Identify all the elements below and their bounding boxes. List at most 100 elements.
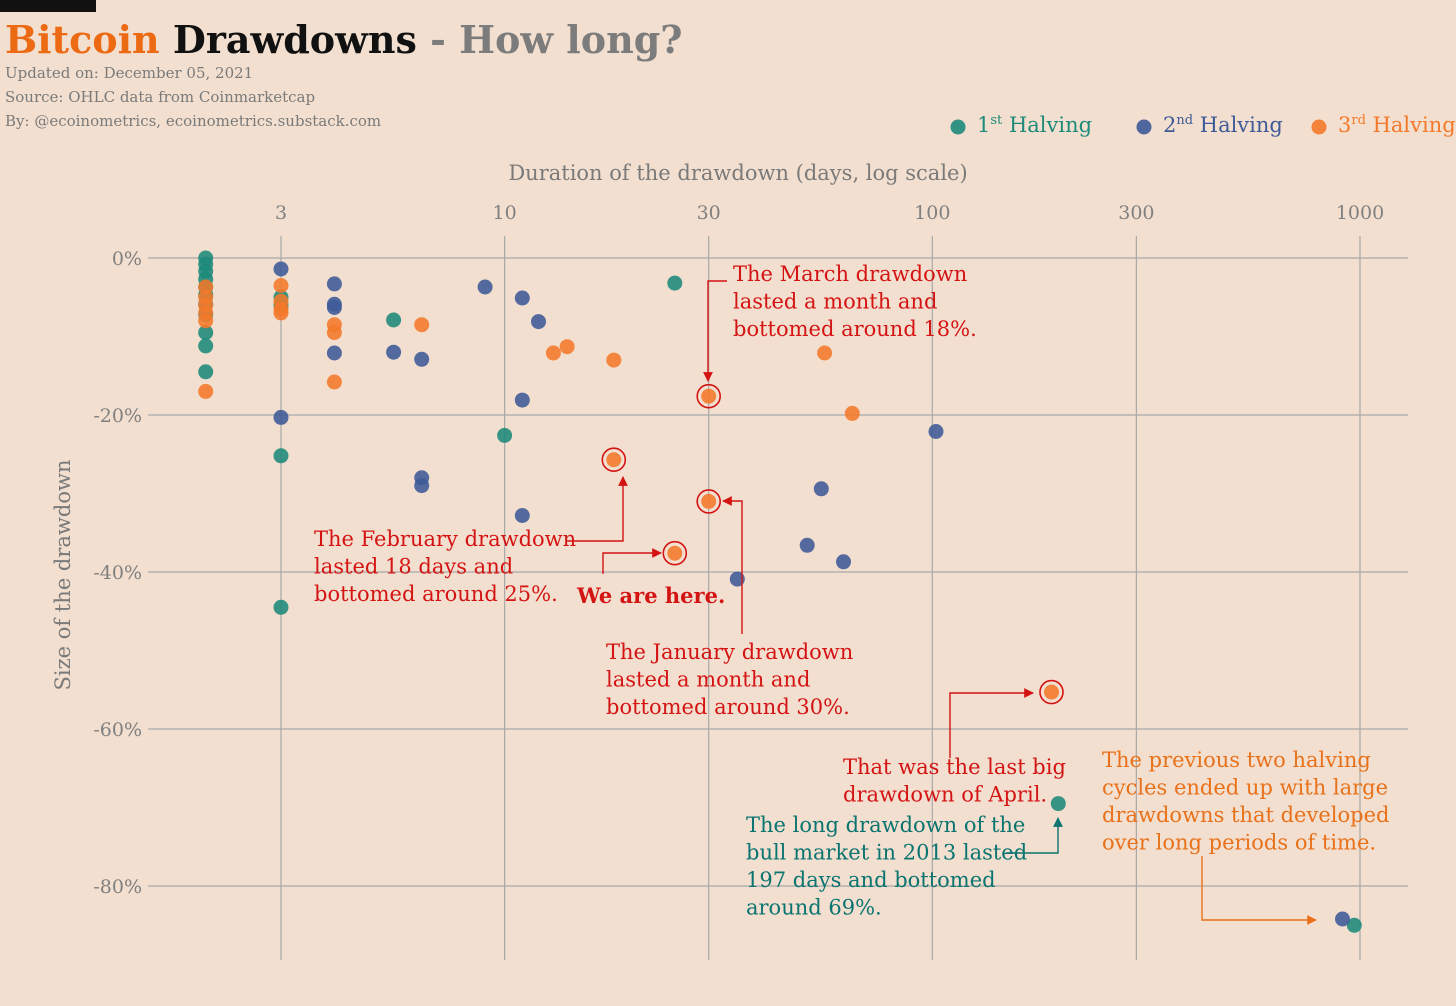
x-tick-label: 300: [1118, 202, 1154, 224]
series-halving-3: [198, 278, 1059, 700]
series-halving-2: [273, 261, 1350, 927]
highlight-ring: [601, 447, 627, 473]
data-point: [667, 275, 683, 291]
y-tick-label: -20%: [93, 405, 142, 427]
legend-marker: [950, 119, 966, 135]
data-point: [729, 571, 745, 587]
annotation-line: cycles ended up with large: [1102, 776, 1388, 800]
x-tick-label: 30: [697, 202, 721, 224]
annotation-3: We are here.: [576, 583, 725, 608]
annotation-2: The February drawdown lasted 18 days and b…: [314, 527, 576, 606]
annotation-4: The January drawdown lasted a month and bo…: [606, 640, 853, 719]
annotation-line: bottomed around 30%.: [606, 695, 850, 719]
highlight-ring: [696, 383, 722, 409]
y-tick-label: -60%: [93, 719, 142, 741]
data-point: [844, 405, 860, 421]
x-tick-label: 3: [275, 202, 287, 224]
axis-ticks: 0% -20% -40% -60% -80% 3 10 30 100 300 1000: [93, 202, 1384, 898]
data-point: [414, 317, 430, 333]
annotation-line: lasted 18 days and: [314, 555, 513, 579]
annotation-line: That was the last big: [843, 755, 1066, 779]
annotation-line: The March drawdown: [733, 262, 967, 286]
data-point: [198, 279, 214, 295]
annotation-arrow: [1006, 817, 1063, 854]
x-axis-label: Duration of the drawdown (days, log scal…: [508, 161, 967, 185]
annotation-arrow: [566, 476, 628, 542]
data-point: [273, 448, 289, 464]
annotation-arrow: [602, 548, 662, 574]
highlight-ring: [1039, 679, 1064, 705]
annotation-7: The previous two halving cycles ended up …: [1102, 748, 1389, 855]
data-point: [545, 345, 561, 361]
data-point: [273, 261, 289, 277]
data-point: [386, 312, 402, 328]
data-point: [386, 344, 402, 360]
data-source: Source: OHLC data from Coinmarketcap: [5, 88, 316, 106]
data-points: [198, 250, 1362, 933]
data-point: [1346, 917, 1362, 933]
annotation-line: drawdown of April.: [843, 783, 1047, 807]
annotation-1: The March drawdown lasted a month and bott…: [733, 262, 977, 341]
data-point: [667, 545, 683, 561]
data-point: [198, 313, 214, 329]
legend-label: 2nd Halving: [1163, 113, 1283, 137]
annotation-arrow: [1201, 856, 1317, 925]
x-tick-label: 10: [493, 202, 517, 224]
annotation-line: The January drawdown: [606, 640, 853, 664]
data-point: [531, 314, 546, 330]
data-point: [1050, 796, 1066, 812]
data-point: [817, 345, 833, 361]
author-credit: By: @ecoinometrics, ecoinometrics.substa…: [5, 112, 382, 130]
annotation-line: 197 days and bottomed: [746, 868, 996, 892]
legend-label: 3rd Halving: [1338, 113, 1456, 137]
data-point: [198, 338, 214, 354]
data-point: [928, 424, 944, 439]
title-bitcoin: Bitcoin: [5, 17, 160, 62]
data-point: [606, 452, 622, 468]
annotation-line: drawdowns that developed: [1102, 803, 1389, 827]
annotation-arrow: [949, 688, 1034, 758]
data-point: [326, 300, 342, 315]
x-tick-label: 100: [914, 202, 950, 224]
data-point: [273, 305, 289, 321]
data-point: [198, 325, 214, 341]
y-tick-label: 0%: [112, 248, 142, 270]
data-point: [813, 481, 829, 497]
annotation-line: The long drawdown of the: [746, 813, 1025, 837]
title-drawdowns: Drawdowns: [172, 17, 417, 62]
annotation-line: The previous two halving: [1102, 748, 1371, 772]
data-point: [1335, 911, 1350, 927]
data-point: [198, 383, 214, 399]
data-point: [273, 278, 289, 293]
highlight-rings: [601, 383, 1064, 705]
annotation-arrow: [703, 280, 727, 382]
data-point: [497, 427, 513, 443]
y-tick-label: -40%: [93, 562, 142, 584]
highlight-ring: [696, 489, 722, 514]
annotation-arrow: [722, 496, 743, 634]
data-point: [414, 351, 430, 367]
annotation-arrows: [566, 280, 1317, 925]
data-point: [559, 339, 575, 355]
annotation-line: The February drawdown: [314, 527, 576, 551]
data-point: [799, 537, 815, 553]
data-point: [273, 599, 289, 615]
annotation-line: lasted a month and: [606, 668, 810, 692]
data-point: [414, 478, 430, 494]
annotation-line: around 69%.: [746, 896, 882, 920]
y-tick-label: -80%: [93, 876, 142, 898]
annotations: The March drawdown lasted a month and bott…: [314, 262, 1389, 920]
annotation-line: bottomed around 25%.: [314, 582, 558, 606]
data-point: [701, 388, 717, 404]
data-point: [514, 508, 530, 523]
annotation-line: over long periods of time.: [1102, 831, 1376, 855]
data-point: [701, 493, 717, 509]
data-point: [514, 290, 530, 306]
updated-date: Updated on: December 05, 2021: [5, 64, 254, 82]
legend: 1st Halving 2nd Halving 3rd Halving: [950, 113, 1456, 137]
annotation-line: lasted a month and: [733, 290, 937, 314]
annotation-6: The long drawdown of the bull market in 2…: [746, 813, 1027, 920]
data-point: [273, 409, 289, 425]
data-point: [836, 554, 851, 570]
